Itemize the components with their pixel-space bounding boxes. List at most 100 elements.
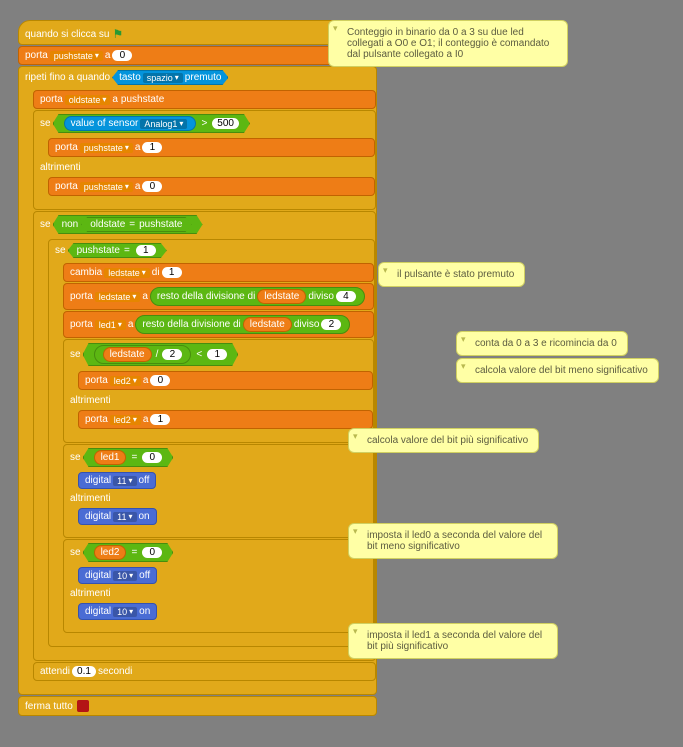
cmd-label: attendi [40,666,70,677]
cmd-label: porta [85,414,108,425]
var-dropdown[interactable]: pushstate [80,182,133,192]
eq-label: = [131,452,137,463]
if-led2-0-block[interactable]: se led2 = 0 digital [63,539,374,633]
else-label: altrimenti [64,393,373,408]
stop-all-block[interactable]: ferma tutto [18,696,377,716]
eq-operator: led2 = 0 [83,543,174,562]
value-input[interactable]: 4 [336,291,356,302]
cmd-label: digital [85,606,111,617]
comment-led0[interactable]: imposta il led0 a seconda del valore del… [348,523,558,559]
eq-operator: led1 = 0 [83,448,174,467]
value-input[interactable]: 0 [142,547,162,558]
divval-input[interactable]: 2 [162,349,182,360]
if-pushstate-1-block[interactable]: se pushstate = 1 cambia ledstate [48,239,375,647]
digital-10-off[interactable]: digital 10 off [78,567,157,584]
var-dropdown[interactable]: oldstate [65,95,111,105]
cmd-label: digital [85,475,111,486]
if-label: se [40,118,51,129]
else-label: altrimenti [64,586,373,601]
set-led2-1[interactable]: porta led2 a 1 [78,410,373,429]
if-body: cambia ledstate di 1 porta ledstate a [61,261,374,636]
to-label: a [143,414,149,425]
if-ledstate-lt-block[interactable]: se ledstate / 2 < 1 [63,339,374,443]
var-dropdown[interactable]: ledstate [104,268,150,278]
if-header: se non oldstate = pushstate [34,212,375,237]
if-sensor-block[interactable]: se value of sensor Analog1 > 500 porta p… [33,110,376,210]
value-input[interactable]: 1 [136,245,156,256]
green-flag-icon: ⚑ [113,27,124,41]
pin-dropdown[interactable]: 10 [113,571,137,581]
else-body: digital 11 on [76,506,373,527]
cmd-label: digital [85,570,111,581]
wait-block[interactable]: attendi 0.1 secondi [33,662,376,681]
key-pressed-reporter: tasto spazio premuto [112,70,228,85]
if-led1-0-block[interactable]: se led1 = 0 digital [63,444,374,538]
set-led1-mod2[interactable]: porta led1 a resto della divisione di le… [63,311,374,338]
pin-dropdown[interactable]: 11 [113,476,136,486]
if-body: digital 11 off [76,470,373,491]
set-led2-0[interactable]: porta led2 a 0 [78,371,373,390]
value-input[interactable]: 0 [150,375,170,386]
comment-pressed[interactable]: il pulsante è stato premuto [378,262,525,287]
if-header: se value of sensor Analog1 > 500 [34,111,375,136]
comment-count[interactable]: conta da 0 a 3 e ricomincia da 0 [456,331,628,356]
value-input[interactable]: 0 [142,452,162,463]
else-body: digital 10 on [76,601,373,622]
digital-11-on[interactable]: digital 11 on [78,508,157,525]
var-reporter: led2 [94,545,127,560]
value-input[interactable]: 0 [112,50,132,61]
var1-label: oldstate [90,219,125,230]
hat-block[interactable]: quando si clicca su ⚑ [18,20,377,45]
if-header: se pushstate = 1 [49,240,374,261]
key-dropdown[interactable]: spazio [143,73,183,83]
mod-operator: resto della divisione di ledstate diviso… [135,315,350,334]
mod-label: resto della divisione di [157,291,255,302]
pin-dropdown[interactable]: 11 [113,512,136,522]
threshold-input[interactable]: 500 [212,118,239,129]
if-header: se led2 = 0 [64,540,373,565]
var-dropdown[interactable]: led2 [110,415,141,425]
if-label: se [70,452,81,463]
set-pushstate-1[interactable]: porta pushstate a 1 [48,138,375,157]
if-body: porta led2 a 0 [76,369,373,393]
set-pushstate-0[interactable]: porta pushstate a 0 [48,177,375,196]
to-label: a [143,375,149,386]
var-dropdown[interactable]: pushstate [80,143,133,153]
value-input[interactable]: 0 [142,181,162,192]
digital-10-on[interactable]: digital 10 on [78,603,157,620]
stop-label: ferma tutto [25,701,73,712]
wait-input[interactable]: 0.1 [72,666,96,677]
div-label: diviso [308,291,334,302]
var-dropdown[interactable]: led2 [110,376,141,386]
var-reporter: led1 [94,450,127,465]
var-dropdown[interactable]: ledstate [95,292,141,302]
value-input[interactable]: 1 [150,414,170,425]
cmd-label: porta [40,94,63,105]
value-input[interactable]: 1 [142,142,162,153]
comment-bit0[interactable]: calcola valore del bit meno significativ… [456,358,659,383]
if-not-equal-block[interactable]: se non oldstate = pushstate se [33,211,376,661]
change-ledstate[interactable]: cambia ledstate di 1 [63,263,374,282]
value-input[interactable]: 1 [162,267,182,278]
comment-main[interactable]: Conteggio in binario da 0 a 3 su due led… [328,20,568,67]
set-oldstate[interactable]: porta oldstate a pushstate [33,90,376,109]
op-label: > [201,118,207,129]
var-reporter: ledstate [103,347,152,362]
value-input[interactable]: 2 [321,319,341,330]
set-pushstate-init[interactable]: porta pushstate a 0 [18,46,377,65]
comment-led1[interactable]: imposta il led1 a seconda del valore del… [348,623,558,659]
value-input[interactable]: 1 [207,349,227,360]
pin-dropdown[interactable]: 10 [113,607,137,617]
state-label: off [139,475,150,486]
digital-11-off[interactable]: digital 11 off [78,472,156,489]
var-dropdown[interactable]: led1 [95,320,126,330]
var-dropdown[interactable]: pushstate [50,51,103,61]
comment-bit1[interactable]: calcola valore del bit più significativo [348,428,539,453]
eq-label: = [124,245,130,256]
stop-icon [77,700,89,712]
repeat-until-block[interactable]: ripeti fino a quando tasto spazio premut… [18,66,377,695]
analog-dropdown[interactable]: Analog1 [140,119,187,129]
set-ledstate-mod4[interactable]: porta ledstate a resto della divisione d… [63,283,374,310]
eq-operator: pushstate = 1 [68,243,167,258]
not-operator: non oldstate = pushstate [53,215,203,234]
